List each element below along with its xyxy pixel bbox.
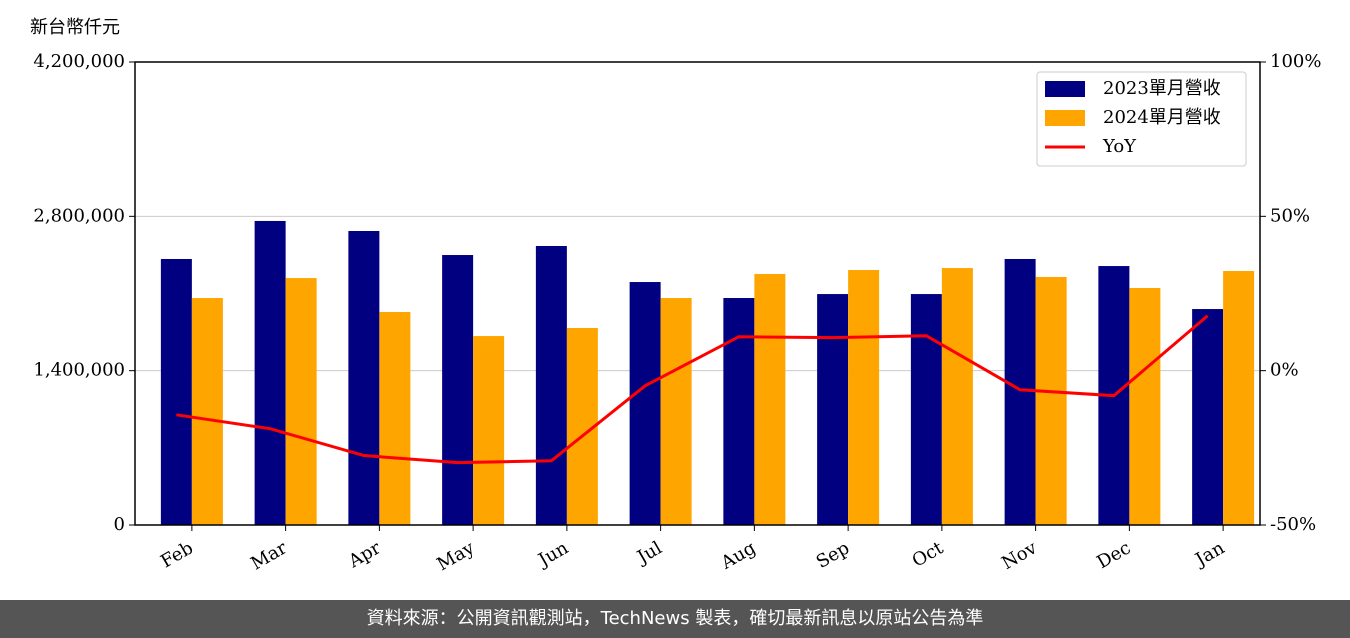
x-tick-label: Aug xyxy=(717,537,760,574)
legend-swatch xyxy=(1045,110,1085,126)
bar xyxy=(848,270,880,525)
bar xyxy=(535,245,567,526)
y2-tick-label: 100% xyxy=(1270,51,1321,72)
x-tick-label: Jan xyxy=(1190,537,1228,571)
bar xyxy=(941,268,973,525)
bar xyxy=(191,298,223,525)
legend-label: 2024單月營收 xyxy=(1103,107,1221,128)
x-tick-label: Jul xyxy=(632,537,666,569)
plot-frame xyxy=(134,61,1261,526)
yoy-line xyxy=(176,314,1209,465)
x-tick-label: Mar xyxy=(247,537,291,574)
bar xyxy=(1129,287,1161,525)
y2-tick-label: 0% xyxy=(1270,360,1299,381)
bar xyxy=(1192,309,1224,525)
bar xyxy=(817,294,849,525)
legend-label: YoY xyxy=(1102,136,1137,157)
bar xyxy=(723,298,755,525)
footer: 資料來源：公開資訊觀測站，TechNews 製表，確切最新訊息以原站公告為準 xyxy=(0,600,1350,638)
legend-box xyxy=(1036,71,1247,167)
bar xyxy=(1223,271,1255,525)
bar xyxy=(379,312,411,525)
bar xyxy=(629,282,661,525)
x-tick-label: Oct xyxy=(909,537,948,572)
y-tick-label: 4,200,000 xyxy=(33,51,125,72)
bar xyxy=(442,255,474,525)
bar xyxy=(1004,258,1036,525)
bar xyxy=(348,230,380,525)
chart: 新台幣仟元 0 1,400,000 2,800,000 4,200,000 -50% 0%… xyxy=(30,17,1321,575)
bar xyxy=(1035,276,1067,525)
y2-tick-label: 50% xyxy=(1270,205,1310,226)
x-tick-label: Apr xyxy=(344,537,384,572)
x-tick-label: May xyxy=(434,537,479,575)
legend-swatch xyxy=(1045,81,1085,97)
bar xyxy=(660,298,692,525)
y-tick-label: 0 xyxy=(114,514,125,535)
bar xyxy=(910,294,942,525)
bar xyxy=(473,336,505,525)
y-label: 新台幣仟元 xyxy=(30,17,120,38)
x-tick-label: Nov xyxy=(998,537,1041,574)
bar xyxy=(160,258,192,525)
y-tick-label: 2,800,000 xyxy=(33,205,125,226)
x-tick-label: Jun xyxy=(533,537,572,572)
bar xyxy=(254,220,286,526)
y-tick-label: 1,400,000 xyxy=(33,360,125,381)
legend-label: 2023單月營收 xyxy=(1103,78,1221,99)
y2-tick-label: -50% xyxy=(1270,514,1316,535)
bar xyxy=(754,273,786,525)
bar xyxy=(285,278,317,525)
x-tick-label: Feb xyxy=(157,537,197,572)
x-tick-label: Sep xyxy=(813,537,853,572)
x-tick-label: Dec xyxy=(1093,537,1134,573)
